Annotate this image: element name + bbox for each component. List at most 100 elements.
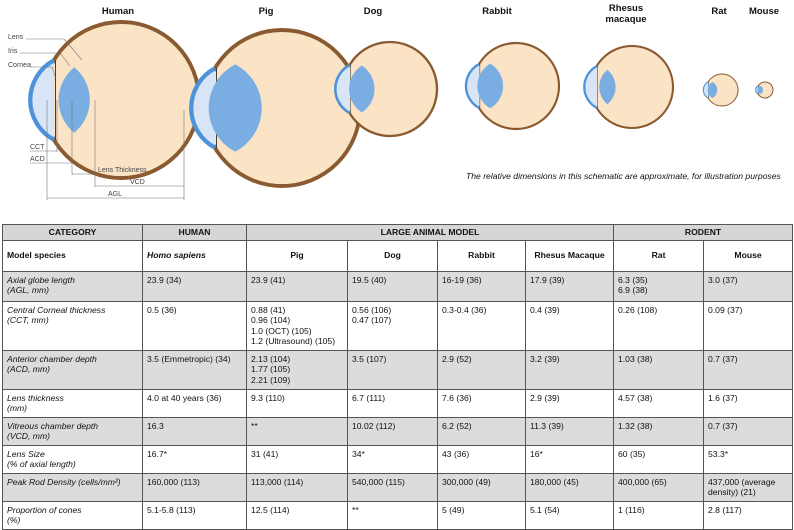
lens xyxy=(349,65,375,113)
table-cell: 3.0 (37) xyxy=(703,270,794,302)
table-cell: 16.7* xyxy=(142,444,247,474)
species-label: Dog xyxy=(363,6,383,17)
table-cell: 113,000 (114) xyxy=(246,472,348,502)
eyes xyxy=(28,20,774,188)
lens xyxy=(707,82,718,98)
dimension-label: Lens Thickness xyxy=(98,167,147,174)
cell-line: density) (21) xyxy=(708,487,756,497)
cell-line: Lens thickness xyxy=(7,392,64,403)
table-cell: 437,000 (average density) (21) xyxy=(703,472,794,502)
comparison-table: CATEGORY HUMAN LARGE ANIMAL MODEL RODENT… xyxy=(2,224,794,530)
part-label: Lens xyxy=(8,34,24,41)
cell-line: Vitreous chamber depth xyxy=(7,420,99,431)
table-row: Axial globe length (AGL, mm) 23.9 (34) 23.9… xyxy=(2,270,794,302)
cell-line: 0.96 (104) xyxy=(251,315,291,325)
cornea xyxy=(464,63,480,109)
row-label: Vitreous chamber depth (VCD, mm) xyxy=(2,416,143,446)
table-cell: 1.32 (38) xyxy=(613,416,705,446)
table-cell: 16-19 (36) xyxy=(437,270,526,302)
table-row: Peak Rod Density (cells/mm²) 160,000 (113… xyxy=(2,472,794,502)
table-cell: 4.57 (38) xyxy=(613,388,705,418)
cornea xyxy=(755,85,759,95)
cell-line: 0.88 (41) xyxy=(251,304,286,315)
table-cell: 180,000 (45) xyxy=(524,472,615,502)
eye-schematic: Lens Iris Cornea CCT ACD Lens Thickness … xyxy=(8,20,774,200)
table-cell: 16.3 xyxy=(142,416,247,446)
cell-line: Central Corneal thickness xyxy=(7,304,106,315)
cell-line: Proportion of cones xyxy=(7,504,82,515)
table-cell: 400,000 (65) xyxy=(613,472,705,502)
species-label: Pig xyxy=(258,6,274,17)
table-cell: 1 (116) xyxy=(613,500,705,530)
row-label: Peak Rod Density (cells/mm²) xyxy=(2,472,143,502)
table-row: Lens Size (% of axial length) 16.7* 31 (41)… xyxy=(2,444,794,474)
row-label: Lens thickness (mm) xyxy=(2,388,143,418)
cell-line: 437,000 (average xyxy=(708,476,776,487)
cornea xyxy=(702,81,709,99)
cornea xyxy=(583,65,598,109)
table-cell: 6.3 (35) 6.9 (38) xyxy=(613,270,705,302)
subheader-cell: Pig xyxy=(246,239,348,272)
table-cell: 53.3* xyxy=(703,444,794,474)
cell-line: Peak Rod Density (cells/mm²) xyxy=(7,476,121,487)
dimension-label: CCT xyxy=(30,144,45,151)
cell-line: Axial globe length xyxy=(7,274,75,285)
table-cell: 0.26 (108) xyxy=(613,300,705,351)
table-cell: 0.56 (106) 0.47 (107) xyxy=(347,300,438,351)
table-cell: 1.03 (38) xyxy=(613,349,705,390)
cell-line: (CCT, mm) xyxy=(7,315,49,325)
table-cell: 3.5 (107) xyxy=(347,349,438,390)
cell-line: 2.13 (104) xyxy=(251,353,291,364)
table-cell: 10.02 (112) xyxy=(347,416,438,446)
table-cell: 160,000 (113) xyxy=(142,472,247,502)
row-label: Lens Size (% of axial length) xyxy=(2,444,143,474)
cornea xyxy=(28,58,55,142)
cell-line: (%) xyxy=(7,515,21,525)
cell-line: 2.21 (109) xyxy=(251,374,291,385)
cell-line: (AGL, mm) xyxy=(7,285,50,295)
subheader-cell: Rat xyxy=(613,239,705,272)
table-cell: 16* xyxy=(524,444,615,474)
lens xyxy=(208,64,262,152)
table-row: Vitreous chamber depth (VCD, mm) 16.3 ** 10.… xyxy=(2,416,794,446)
table-cell: ** xyxy=(246,416,348,446)
caption: The relative dimensions in this schemati… xyxy=(466,171,781,181)
subheader-cell: Rabbit xyxy=(437,239,526,272)
table-cell: 17.9 (39) xyxy=(524,270,615,302)
table-cell: 6.2 (52) xyxy=(437,416,526,446)
table-cell: 0.4 (39) xyxy=(524,300,615,351)
cell-line: (ACD, mm) xyxy=(7,364,50,374)
row-label: Anterior chamber depth (ACD, mm) xyxy=(2,349,143,390)
table-cell: 540,000 (115) xyxy=(347,472,438,502)
table-row: Proportion of cones (%) 5.1-5.8 (113) 12.5 … xyxy=(2,500,794,530)
table-cell: 43 (36) xyxy=(437,444,526,474)
table-cell: 31 (41) xyxy=(246,444,348,474)
table-cell: 7.6 (36) xyxy=(437,388,526,418)
species-label: Human xyxy=(101,6,135,17)
cell-line: (mm) xyxy=(7,403,28,413)
cell-line: 1.77 (105) xyxy=(251,364,291,374)
table-row: Central Corneal thickness (CCT, mm) 0.5 (3… xyxy=(2,300,794,351)
lens xyxy=(477,63,504,109)
table-cell: 2.8 (117) xyxy=(703,500,794,530)
table-cell: 4.0 at 40 years (36) xyxy=(142,388,247,418)
header-cell: CATEGORY xyxy=(2,224,143,241)
table-cell: 6.7 (111) xyxy=(347,388,438,418)
lens xyxy=(599,69,616,105)
species-label: Mouse xyxy=(748,6,780,17)
species-label: Rhesus macaque xyxy=(605,3,647,25)
cell-line: 6.9 (38) xyxy=(618,285,648,295)
cell-line: 0.56 (106) xyxy=(352,304,392,315)
row-label: Central Corneal thickness (CCT, mm) xyxy=(2,300,143,351)
cell-line: 1.0 (OCT) (105) xyxy=(251,325,312,336)
part-label: Iris xyxy=(8,48,18,55)
header-cell: LARGE ANIMAL MODEL xyxy=(245,224,615,241)
table-cell: 23.9 (34) xyxy=(142,270,247,302)
table-cell: 5.1 (54) xyxy=(524,500,615,530)
header-cell: RODENT xyxy=(613,224,794,241)
table-cell: 0.3-0.4 (36) xyxy=(437,300,526,351)
table-cell: 34* xyxy=(347,444,438,474)
table-cell: 2.9 (52) xyxy=(437,349,526,390)
table-cell: 23.9 (41) xyxy=(246,270,348,302)
